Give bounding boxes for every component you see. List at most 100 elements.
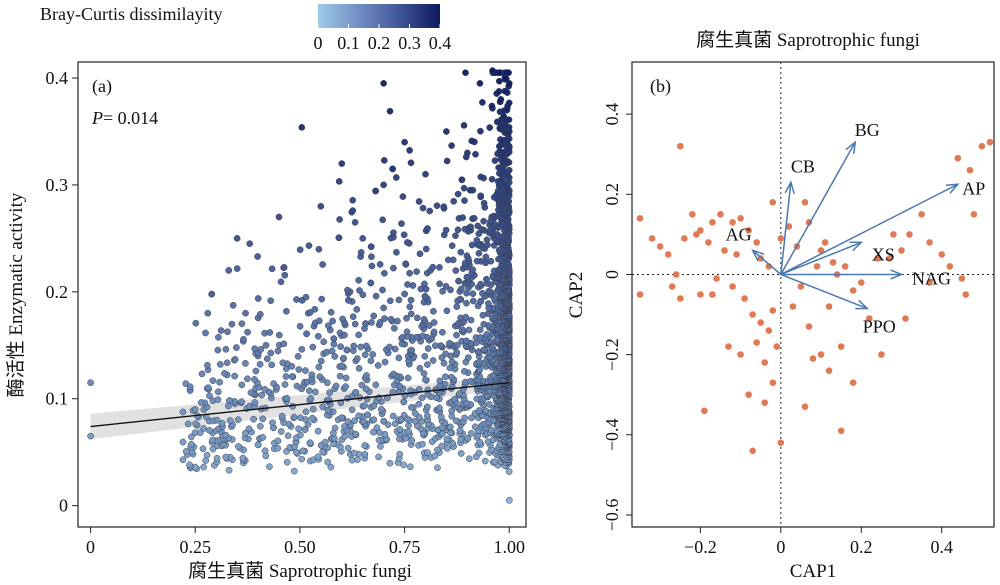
vector-arrowhead xyxy=(890,269,904,280)
data-point xyxy=(251,376,258,383)
vector-bg: BG xyxy=(780,120,880,275)
site-point xyxy=(648,235,656,242)
data-point xyxy=(407,159,415,167)
data-point xyxy=(370,416,378,424)
site-point xyxy=(769,199,777,206)
data-point xyxy=(321,438,329,446)
data-point xyxy=(336,216,343,223)
vector-arrow-line xyxy=(780,241,862,276)
data-point xyxy=(315,245,323,253)
data-point xyxy=(240,335,247,343)
data-point xyxy=(487,257,495,265)
data-point xyxy=(179,408,187,416)
data-point xyxy=(485,400,493,408)
site-point xyxy=(761,359,768,366)
data-point xyxy=(442,226,450,234)
data-point xyxy=(231,356,239,363)
data-point xyxy=(479,311,487,319)
data-point xyxy=(447,423,454,431)
data-point xyxy=(301,426,309,433)
data-point xyxy=(442,350,449,358)
data-point xyxy=(398,220,405,227)
data-point xyxy=(323,379,331,387)
data-point xyxy=(417,285,425,293)
data-point xyxy=(483,236,491,244)
site-point xyxy=(729,219,736,226)
data-point xyxy=(256,360,264,368)
data-point xyxy=(244,375,251,383)
site-point xyxy=(890,231,897,238)
panel-b-label: (b) xyxy=(650,76,671,97)
data-point xyxy=(457,248,465,256)
data-point xyxy=(203,451,211,459)
data-point xyxy=(311,305,319,313)
data-point xyxy=(361,451,369,458)
data-point xyxy=(443,307,451,315)
data-point xyxy=(295,425,302,433)
site-point xyxy=(697,291,704,298)
data-point xyxy=(361,351,369,359)
data-point xyxy=(331,353,339,360)
data-point xyxy=(306,309,314,316)
data-point xyxy=(479,289,486,297)
data-point xyxy=(372,292,380,300)
data-point xyxy=(238,320,246,328)
site-point xyxy=(672,271,680,278)
data-point xyxy=(362,342,370,350)
data-point xyxy=(250,415,257,423)
data-point xyxy=(266,329,274,336)
data-point xyxy=(379,216,387,224)
data-point xyxy=(401,138,408,146)
vector-arrowhead xyxy=(855,299,870,310)
data-point xyxy=(305,242,313,249)
site-point xyxy=(693,231,700,238)
data-point xyxy=(348,406,356,414)
data-point xyxy=(200,425,208,432)
vector-ap: AP xyxy=(780,178,985,276)
site-point xyxy=(805,323,813,330)
panel-a-y-label: 酶活性 Enzymatic activity xyxy=(5,192,27,397)
panel-a-points xyxy=(87,67,513,504)
vector-label: AG xyxy=(726,224,752,244)
data-point xyxy=(448,407,456,415)
data-point xyxy=(406,463,414,471)
data-point xyxy=(497,136,504,143)
data-point xyxy=(316,373,324,381)
site-point xyxy=(636,215,644,222)
data-point xyxy=(339,315,346,323)
data-point xyxy=(380,80,387,87)
data-point xyxy=(356,287,363,294)
data-point xyxy=(436,280,443,288)
site-point xyxy=(777,439,785,447)
panel-b-title: 腐生真菌 Saprotrophic fungi xyxy=(696,29,920,51)
data-point xyxy=(350,342,358,350)
data-point xyxy=(471,423,479,431)
data-point xyxy=(202,329,209,337)
data-point xyxy=(476,334,484,341)
colorbar-tick-label: 0.3 xyxy=(398,33,421,53)
regression-line xyxy=(90,381,510,428)
data-point xyxy=(431,452,439,460)
data-point xyxy=(407,296,415,304)
vector-arrowhead xyxy=(784,180,795,194)
data-point xyxy=(209,445,217,453)
vector-arrowhead xyxy=(845,140,857,155)
data-point xyxy=(457,450,465,457)
data-point xyxy=(420,316,428,323)
data-point xyxy=(351,219,359,226)
data-point xyxy=(483,331,491,338)
data-point xyxy=(315,317,323,325)
data-point xyxy=(419,332,427,340)
data-point xyxy=(446,339,453,347)
data-point xyxy=(467,429,475,437)
y-tick-label: 0.4 xyxy=(602,103,622,126)
data-point xyxy=(452,267,460,274)
data-point xyxy=(319,403,327,411)
data-point xyxy=(368,319,375,326)
site-point xyxy=(813,263,821,270)
data-point xyxy=(283,307,290,315)
panel-b-y-ticks: −0.6 −0.4 −0.2 0 0.2 0.4 xyxy=(602,103,632,531)
y-tick-label: 0 xyxy=(59,496,68,516)
colorbar-title: Bray-Curtis dissimilayity xyxy=(40,4,223,24)
